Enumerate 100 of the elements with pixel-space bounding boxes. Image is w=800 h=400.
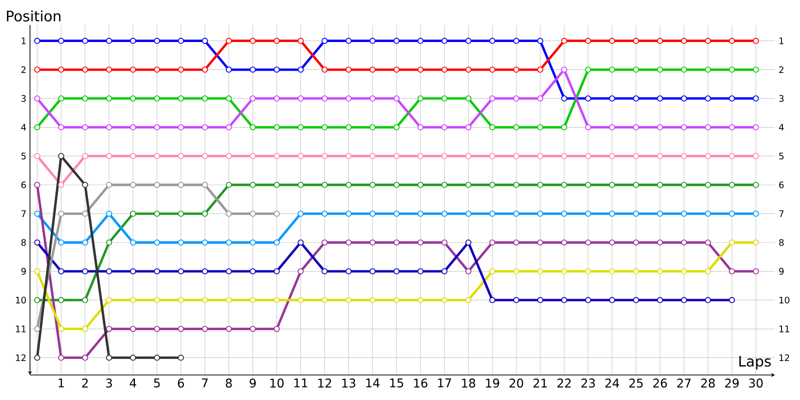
point [537,268,544,274]
point [609,153,616,160]
point [274,66,280,73]
point [82,153,88,160]
point [58,95,64,102]
point [202,95,208,102]
point [393,297,400,304]
y2-tick-label: 8 [779,239,784,246]
point [346,153,352,160]
point [106,153,112,160]
point [106,297,112,304]
point [82,239,88,246]
point [680,210,688,217]
point [130,153,136,160]
point [609,66,616,73]
y-tick-label: 1 [22,38,26,44]
point [202,326,208,332]
point [513,182,520,188]
point [441,297,448,304]
point [34,66,40,73]
point [34,38,40,44]
point [489,95,496,102]
point [489,239,496,246]
point [34,326,40,332]
point [58,268,64,274]
point [322,239,328,246]
point [58,153,64,160]
point [633,38,640,44]
point [370,297,376,304]
point [178,66,184,73]
point [441,38,448,44]
x-tick-label: 1 [58,378,64,388]
point [250,66,256,73]
y-tick-label: 6 [21,181,26,188]
point [82,182,88,188]
point [656,153,664,160]
point [274,210,280,217]
point [346,124,352,130]
point [370,66,376,73]
point [82,210,88,217]
point [202,66,208,73]
point [609,95,616,102]
point [250,182,256,188]
point [274,124,280,130]
point [489,210,496,217]
point [58,239,64,246]
point [728,66,735,73]
point [417,182,424,188]
point [752,66,759,73]
point [561,268,568,274]
point [298,95,304,102]
point [656,182,664,188]
point [656,210,664,217]
point [656,66,664,73]
point [465,182,472,188]
x-tick-label: 14 [366,378,380,388]
point [513,210,520,217]
point [752,268,759,274]
point [226,124,232,130]
point [633,239,640,246]
point [441,124,448,130]
point [274,182,280,188]
y-axis-title: Position [6,10,60,22]
point [154,153,160,160]
point [489,182,496,188]
point [680,124,688,130]
point [58,210,64,217]
point [752,239,759,246]
point [561,182,568,188]
point [513,239,520,246]
point [322,297,328,304]
point [585,239,592,246]
point [537,124,544,130]
point [441,66,448,73]
point [322,66,328,73]
point [561,210,568,217]
point [250,210,256,217]
y2-tick-label: 7 [779,210,784,217]
point [106,66,112,73]
x-tick-label: 10 [270,378,284,388]
point [298,210,304,217]
point [130,182,136,188]
point [106,268,112,274]
point [250,38,256,44]
x-tick-label: 6 [178,378,184,388]
point [34,210,40,217]
point [202,153,208,160]
x-tick-label: 2 [82,378,88,388]
point [226,66,232,73]
y-tick-label: 4 [21,124,26,131]
x-tick-label: 24 [605,378,620,388]
point [561,124,568,130]
point [226,38,232,44]
point [274,95,280,102]
point [704,297,711,304]
point [728,268,735,274]
point [322,153,328,160]
point [298,182,304,188]
x-tick-label: 17 [438,378,452,388]
point [752,210,759,217]
